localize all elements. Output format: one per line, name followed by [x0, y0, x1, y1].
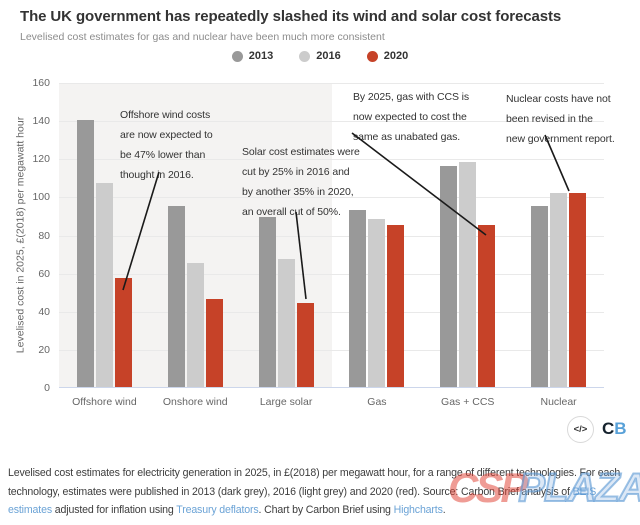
- annotation-solar: Solar cost estimates were cut by 25% in …: [242, 146, 360, 218]
- bar-gas-ccs-2013: [440, 165, 458, 387]
- caption-text-4: . Chart by Carbon Brief using: [258, 504, 394, 516]
- bar-large-solar-2013: [258, 217, 276, 387]
- bar-onshore-wind-2016: [186, 263, 204, 387]
- category-label-gas: Gas: [367, 396, 387, 408]
- carbon-brief-logo: CB: [602, 419, 627, 439]
- annotation-offshore-wind: Offshore wind costs are now expected to …: [120, 109, 213, 181]
- bar-gas-ccs-2016: [459, 162, 477, 387]
- gridline-60: [59, 273, 604, 275]
- bar-onshore-wind-2020: [205, 299, 223, 387]
- bar-nuclear-2016: [550, 192, 568, 387]
- annotation-nuclear: Nuclear costs have not been revised in t…: [506, 93, 615, 145]
- legend: 2013 2016 2020: [0, 50, 640, 62]
- bar-onshore-wind-2013: [167, 205, 185, 387]
- ytick-140: 140: [32, 115, 50, 128]
- bar-gas-2016: [368, 219, 386, 387]
- ytick-120: 120: [32, 153, 50, 166]
- cb-logo-c: C: [602, 419, 615, 438]
- x-axis-line: [59, 387, 604, 388]
- ytick-80: 80: [38, 229, 50, 242]
- bar-large-solar-2016: [277, 259, 295, 387]
- ytick-0: 0: [44, 382, 50, 394]
- ytick-20: 20: [38, 343, 50, 356]
- gridline-120: [59, 159, 604, 161]
- legend-marker-2016: [299, 50, 311, 62]
- category-label-large-solar: Large solar: [259, 396, 313, 408]
- chart-title: The UK government has repeatedly slashed…: [20, 8, 562, 25]
- embed-code-button[interactable]: </>: [567, 416, 594, 443]
- code-icon: </>: [573, 424, 588, 435]
- bar-offshore-wind-2016: [95, 183, 113, 387]
- footer-link-highcharts[interactable]: Highcharts: [393, 504, 443, 516]
- category-label-offshore-wind: Offshore wind: [72, 396, 137, 408]
- category-label-gas-ccs: Gas + CCS: [441, 396, 495, 408]
- ytick-160: 160: [32, 77, 50, 89]
- plot-area: [59, 83, 604, 388]
- bar-nuclear-2013: [531, 205, 549, 387]
- gridline-80: [59, 235, 604, 237]
- gridline-160: [59, 83, 604, 84]
- legend-marker-2020: [366, 50, 378, 62]
- ytick-100: 100: [32, 191, 50, 204]
- legend-label-2020: 2020: [383, 50, 409, 62]
- bar-offshore-wind-2020: [114, 278, 132, 387]
- bar-gas-2013: [349, 209, 367, 387]
- cb-logo-b: B: [614, 419, 627, 438]
- category-label-nuclear: Nuclear: [540, 396, 577, 408]
- ytick-60: 60: [38, 267, 50, 280]
- bar-gas-2020: [387, 224, 405, 387]
- chart-subtitle: Levelised cost estimates for gas and nuc…: [20, 31, 385, 43]
- legend-label-2016: 2016: [316, 50, 341, 62]
- caption-text-0: Levelised cost estimates for electricity…: [8, 467, 621, 498]
- gridline-140: [59, 121, 604, 123]
- legend-marker-2013: [231, 50, 243, 62]
- gridline-20: [59, 349, 604, 351]
- bar-gas-ccs-2020: [478, 224, 496, 387]
- legend-item-2020[interactable]: 2020: [366, 50, 409, 62]
- caption: Levelised cost estimates for electricity…: [8, 464, 636, 520]
- bar-large-solar-2020: [296, 303, 314, 387]
- bar-nuclear-2020: [569, 192, 587, 387]
- gridline-100: [59, 197, 604, 199]
- legend-item-2016[interactable]: 2016: [299, 50, 341, 62]
- ytick-40: 40: [38, 305, 50, 318]
- annotation-gas-ccs: By 2025, gas with CCS is now expected to…: [353, 91, 470, 143]
- footer-link-beis-estimates[interactable]: BEIS estimates: [8, 485, 597, 517]
- legend-item-2013[interactable]: 2013: [231, 50, 274, 62]
- caption-text-2: adjusted for inflation using: [51, 504, 177, 516]
- legend-label-2013: 2013: [248, 50, 274, 62]
- footer-link-treasury-deflators[interactable]: Treasury deflators: [176, 504, 259, 516]
- caption-text-6: .: [442, 504, 446, 516]
- category-label-onshore-wind: Onshore wind: [162, 396, 228, 408]
- bar-offshore-wind-2013: [76, 120, 94, 387]
- gridline-40: [59, 311, 604, 313]
